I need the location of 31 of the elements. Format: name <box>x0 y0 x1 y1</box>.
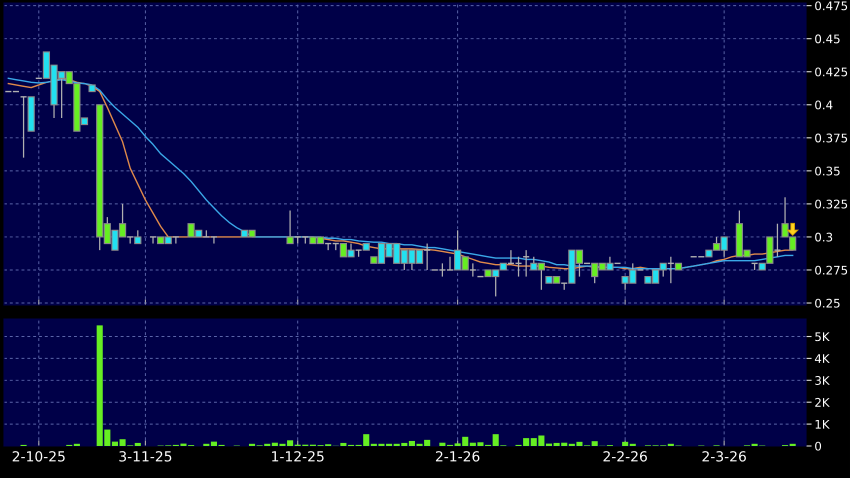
y-tick-label: 0.3 <box>815 232 832 242</box>
x-tick-label: 2-2-26 <box>603 451 647 462</box>
y-tick-label: 0.35 <box>815 166 840 176</box>
y-tick-label: 0.375 <box>815 134 848 142</box>
y-tick-label: 5K <box>815 332 830 342</box>
candlestick <box>522 250 530 278</box>
candlestick <box>20 96 28 158</box>
x-tick-label: 2-3-26 <box>702 451 746 462</box>
y-tick-label: 0.425 <box>815 67 848 76</box>
candlestick <box>774 223 782 258</box>
y-tick-label: 0 <box>815 442 822 451</box>
candlestick <box>126 236 134 244</box>
candlestick <box>172 236 180 244</box>
y-tick-label: 0.475 <box>815 1 848 10</box>
y-tick-label: 0.325 <box>815 200 848 209</box>
y-tick-label: 1K <box>816 420 830 429</box>
x-tick-label: 3-11-25 <box>119 451 172 462</box>
candlestick <box>667 256 675 284</box>
y-tick-label: 0.25 <box>815 298 840 308</box>
candlestick <box>354 249 362 258</box>
y-tick-label: 0.275 <box>815 266 848 275</box>
x-tick-label: 2-1-26 <box>436 451 480 462</box>
y-tick-label: 4K <box>814 354 830 363</box>
x-tick-label: 2-10-25 <box>12 451 65 462</box>
y-tick-label: 2K <box>815 398 830 407</box>
y-tick-label: 3K <box>815 376 830 385</box>
y-tick-label: 0.4 <box>815 100 832 110</box>
candlestick <box>423 242 431 271</box>
y-tick-label: 0.45 <box>815 34 840 44</box>
x-tick-label: 1-12-25 <box>272 451 324 462</box>
candlestick <box>560 282 568 290</box>
